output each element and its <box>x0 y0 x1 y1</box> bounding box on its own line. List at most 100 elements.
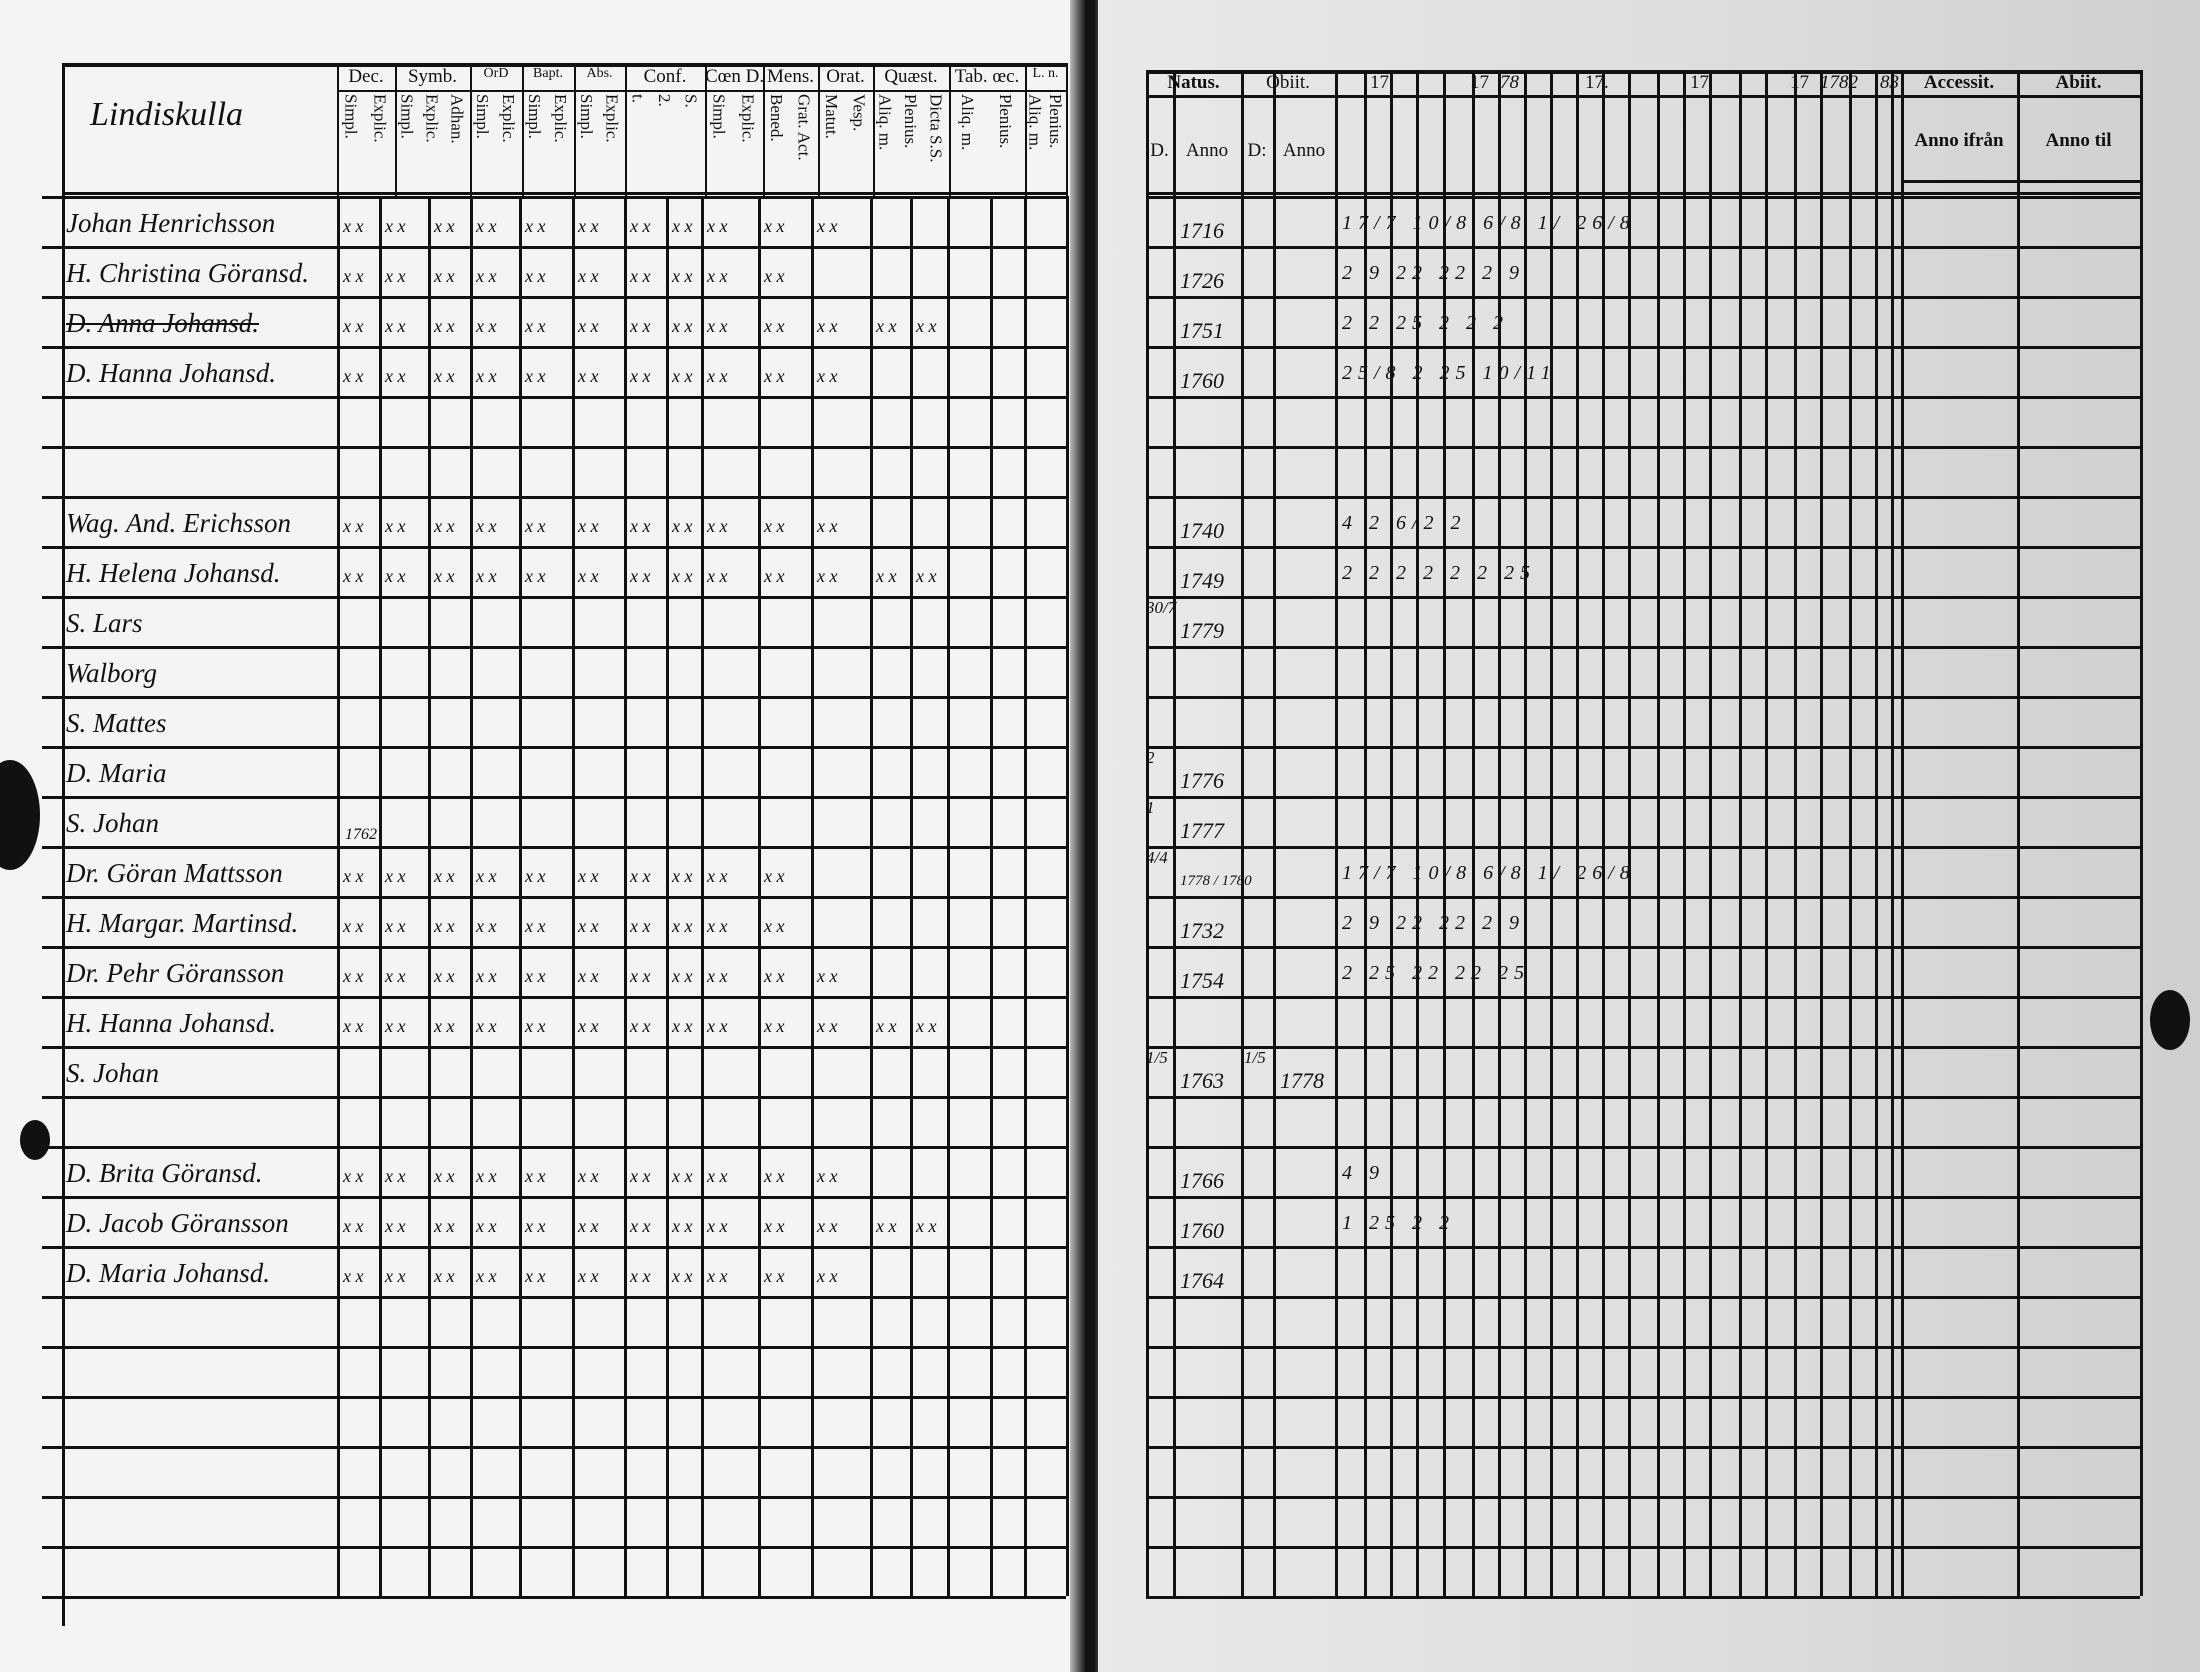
resident-name: S. Johan <box>66 1058 159 1088</box>
row-rule <box>42 196 1066 199</box>
header-sublabel: Aliq. m. <box>1025 94 1045 151</box>
exam-mark: x x <box>672 1216 693 1236</box>
header-column-rule <box>574 63 576 196</box>
column-rule <box>1273 70 1276 1596</box>
exam-mark: x x <box>916 1016 937 1036</box>
row-rule <box>1146 1446 2140 1449</box>
exam-mark: x x <box>578 366 599 386</box>
obiit-year: Anno <box>1282 140 1326 161</box>
exam-mark: x x <box>876 1216 897 1236</box>
exam-mark: x x <box>385 916 406 936</box>
row-rule <box>42 1196 1066 1199</box>
exam-mark: x x <box>434 1266 455 1286</box>
row-rule <box>1146 1196 2140 1199</box>
header-column-rule <box>625 63 627 196</box>
exam-mark: x x <box>707 216 728 236</box>
row-rule <box>1146 996 2140 999</box>
header-sublabel: t. <box>628 94 648 103</box>
exam-dates: 4 2 6/2 2 <box>1342 512 1467 534</box>
year-header: 1782 <box>1820 72 1858 93</box>
exam-mark: x x <box>476 516 497 536</box>
header-sublabel: Aliq. m. <box>958 94 977 151</box>
column-rule <box>1416 70 1419 1596</box>
header-column-rule <box>395 63 397 196</box>
exam-mark: x x <box>343 516 364 536</box>
exam-mark: x x <box>525 1016 546 1036</box>
exam-mark: x x <box>876 566 897 586</box>
birth-year: 1776 <box>1180 768 1224 793</box>
header-sublabel: Simpl. <box>341 94 361 139</box>
exam-mark: x x <box>630 916 651 936</box>
row-rule <box>1146 396 2140 399</box>
row-rule <box>42 596 1066 599</box>
exam-mark: x x <box>385 1266 406 1286</box>
exam-mark: x x <box>707 316 728 336</box>
birth-day: 30/7 <box>1146 598 1177 617</box>
header-group-rule <box>337 90 1066 92</box>
column-rule <box>1576 70 1579 1596</box>
exam-mark: x x <box>476 1166 497 1186</box>
exam-mark: x x <box>764 316 785 336</box>
year-header: 17 <box>1470 72 1489 93</box>
birth-day: 1/5 <box>1146 1048 1168 1067</box>
exam-mark: x x <box>343 1166 364 1186</box>
year-header: 17 <box>1370 72 1389 93</box>
row-rule <box>42 696 1066 699</box>
exam-mark: x x <box>578 1266 599 1286</box>
header-top-rule <box>1146 70 2140 74</box>
birth-day: 1 <box>1146 798 1155 817</box>
exam-mark: x x <box>434 216 455 236</box>
header-sublabel: Aliq. m. <box>875 94 895 151</box>
exam-mark: x x <box>434 1166 455 1186</box>
exam-mark: x x <box>476 216 497 236</box>
exam-mark: x x <box>672 266 693 286</box>
resident-name: H. Margar. Martinsd. <box>66 908 299 938</box>
natus-label: Natus. <box>1167 72 1220 93</box>
row-rule <box>42 1046 1066 1049</box>
page-title: Lindiskulla <box>90 96 244 133</box>
header-sublabel: Bened. <box>766 94 786 142</box>
exam-mark: x x <box>525 516 546 536</box>
exam-mark: x x <box>385 366 406 386</box>
birth-year: 1716 <box>1180 218 1224 243</box>
exam-mark: x x <box>672 916 693 936</box>
exam-mark: x x <box>817 366 838 386</box>
column-rule <box>1335 70 1338 1596</box>
ink-blot <box>20 1120 50 1160</box>
row-rule <box>42 896 1066 899</box>
right-page <box>1098 0 2200 1672</box>
header-group-5: Conf. <box>643 66 687 87</box>
exam-mark: x x <box>343 566 364 586</box>
resident-name: Dr. Göran Mattsson <box>66 858 283 888</box>
header-sublabel: Plenius. <box>1045 94 1065 149</box>
row-rule <box>1146 346 2140 349</box>
exam-mark: x x <box>707 266 728 286</box>
exam-mark: x x <box>434 516 455 536</box>
exam-mark: x x <box>764 866 785 886</box>
row-rule <box>1146 1096 2140 1099</box>
birth-year: 1760 <box>1180 368 1224 393</box>
exam-mark: x x <box>630 566 651 586</box>
exam-dates: 2 9 22 22 2 9 <box>1342 912 1525 934</box>
exam-mark: x x <box>385 266 406 286</box>
exam-dates: 2 2 2 2 2 2 25 <box>1342 562 1536 584</box>
exam-mark: x x <box>764 216 785 236</box>
header-sublabel: Simpl. <box>525 94 544 139</box>
exam-mark: x x <box>343 1016 364 1036</box>
column-rule <box>1875 70 1878 1596</box>
exam-mark: x x <box>525 216 546 236</box>
exam-mark: x x <box>343 266 364 286</box>
accessit-label: Accessit. <box>1923 72 1995 93</box>
row-rule <box>1146 746 2140 749</box>
row-rule <box>42 1146 1066 1149</box>
column-rule <box>1146 70 1149 1596</box>
exam-mark: x x <box>343 1216 364 1236</box>
exam-mark: x x <box>476 966 497 986</box>
birth-year: 1766 <box>1180 1168 1224 1193</box>
header-bottom-rule <box>1146 192 2140 195</box>
accessit-sub: Anno ifrån <box>1914 130 2004 151</box>
exam-mark: x x <box>707 1216 728 1236</box>
row-rule <box>42 246 1066 249</box>
exam-mark: x x <box>707 1166 728 1186</box>
resident-name: D. Maria Johansd. <box>66 1258 270 1288</box>
